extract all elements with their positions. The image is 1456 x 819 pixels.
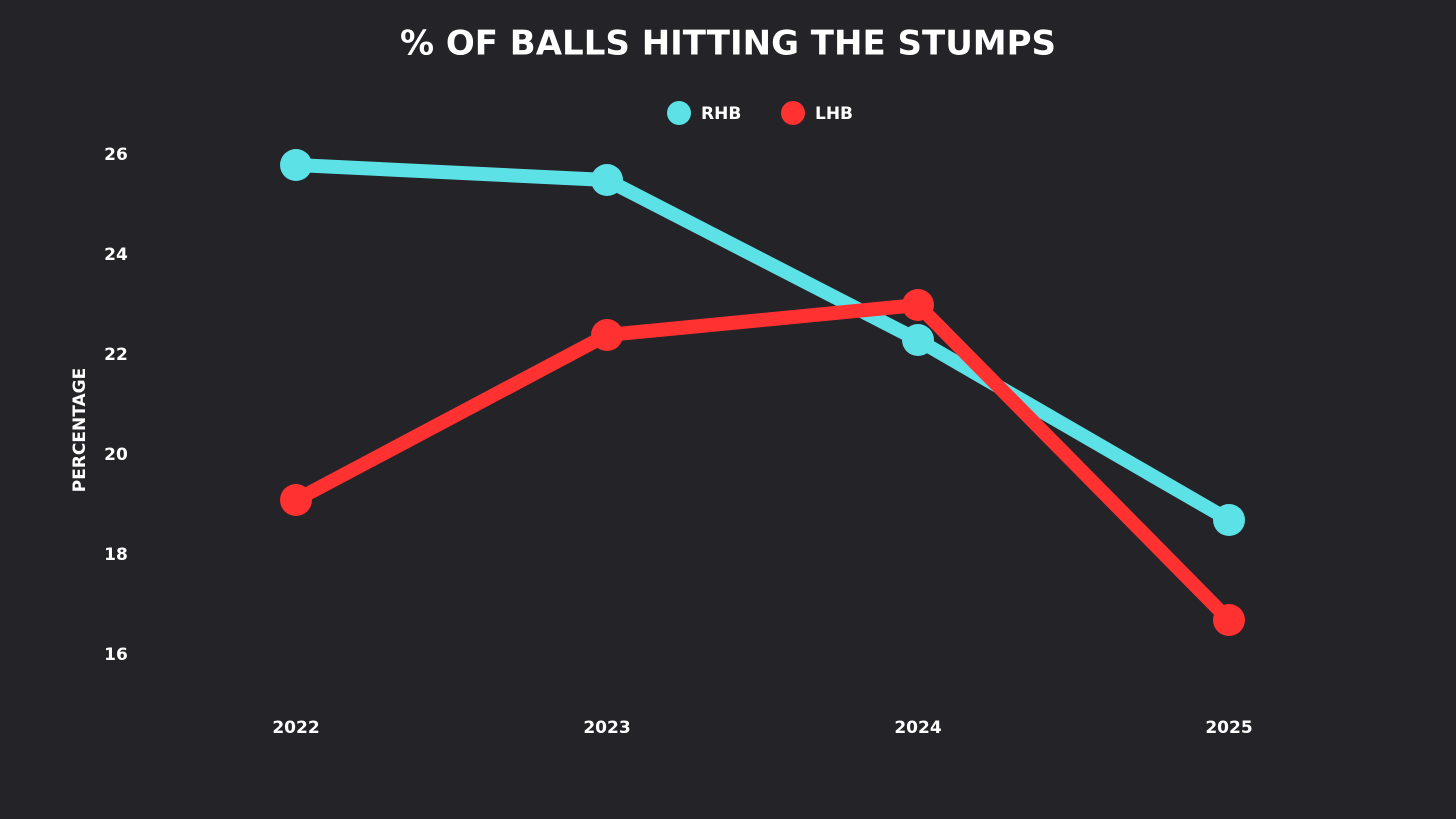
x-tick-label: 2025 [1205, 718, 1252, 738]
y-axis-label: PERCENTAGE [70, 368, 90, 492]
x-tick-label: 2023 [583, 718, 630, 738]
y-tick-label: 18 [104, 545, 128, 565]
chart-title: % OF BALLS HITTING THE STUMPS [400, 24, 1056, 64]
y-tick-label: 26 [104, 145, 128, 165]
series-line [289, 298, 1236, 627]
legend-label: LHB [815, 104, 853, 124]
data-point [1213, 604, 1245, 636]
data-point [280, 149, 312, 181]
data-point [902, 289, 934, 321]
data-point [591, 164, 623, 196]
legend-label: RHB [701, 104, 741, 124]
series-line [289, 158, 1236, 527]
y-tick-label: 20 [104, 445, 128, 465]
data-point [1213, 504, 1245, 536]
y-tick-label: 16 [104, 645, 128, 665]
legend-marker [781, 101, 805, 125]
x-tick-label: 2022 [272, 718, 319, 738]
data-point [902, 324, 934, 356]
x-tick-label: 2024 [894, 718, 941, 738]
data-point [591, 319, 623, 351]
legend-marker [667, 101, 691, 125]
data-point [280, 484, 312, 516]
y-tick-label: 24 [104, 245, 128, 265]
y-tick-label: 22 [104, 345, 128, 365]
